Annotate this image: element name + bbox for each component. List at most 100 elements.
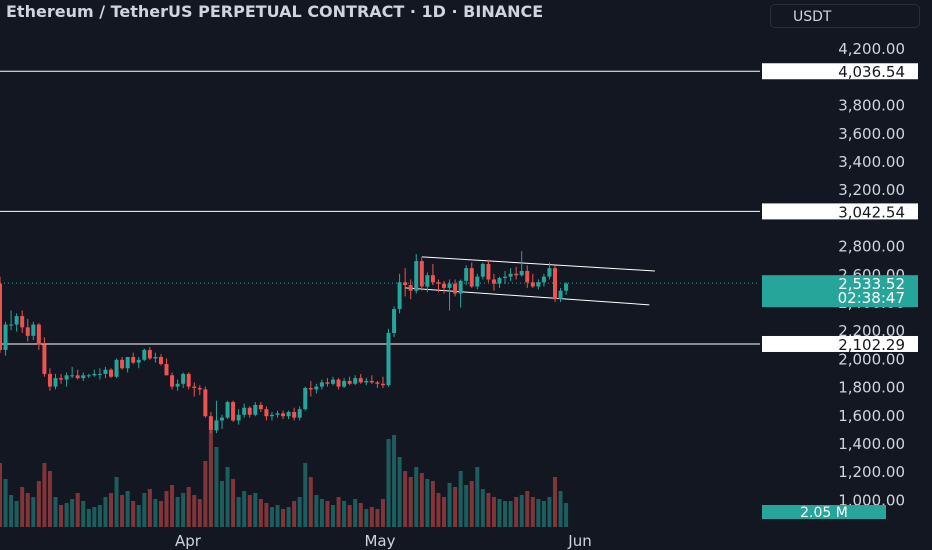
candle-body [192, 386, 197, 389]
candle-body [36, 324, 41, 345]
volume-bar [369, 507, 374, 527]
countdown-timer: 02:38:47 [838, 289, 905, 307]
volume-bar [536, 499, 541, 527]
candle-body [525, 270, 530, 283]
candle-body [269, 414, 274, 417]
candle [353, 375, 358, 386]
candle-body [114, 359, 119, 377]
candle [14, 313, 19, 332]
candle-body [408, 285, 413, 291]
candle-body [9, 324, 14, 326]
volume-bar [286, 507, 291, 527]
candle [97, 368, 102, 380]
channel-line-lower [405, 287, 650, 306]
candle [0, 276, 2, 353]
candle [42, 337, 47, 377]
current-price-value: 2,533.52 [838, 275, 905, 293]
volume-bar [353, 499, 358, 527]
candle [197, 385, 202, 396]
candle-body [514, 273, 519, 276]
candle-body [47, 373, 52, 387]
candle-body [59, 378, 64, 380]
candle [109, 368, 113, 379]
candle-body [197, 388, 202, 390]
candle-body [336, 379, 341, 387]
candle-body [170, 375, 175, 387]
volume-bar [208, 431, 213, 527]
candle-body [530, 282, 535, 287]
candle [558, 287, 563, 302]
volume-bars [0, 431, 569, 527]
volume-bar [530, 497, 535, 527]
candle-body [486, 263, 491, 280]
candle [3, 321, 8, 356]
volume-bar [336, 497, 341, 527]
volume-bar [480, 489, 485, 527]
volume-bar [442, 497, 446, 527]
candle-body [31, 324, 36, 336]
candle-body [275, 413, 280, 415]
candle-body [458, 280, 463, 294]
candle [325, 378, 330, 387]
volume-bar [447, 483, 452, 527]
candle-body [519, 270, 524, 276]
candle [20, 310, 25, 334]
candle-body [92, 373, 97, 376]
volume-bar [253, 493, 258, 527]
candle [442, 280, 446, 294]
candle [264, 406, 269, 421]
candle [547, 262, 552, 280]
candle-body [325, 382, 330, 384]
candle [314, 383, 319, 394]
candle [53, 373, 58, 390]
candle-body [70, 375, 75, 377]
candle-body [109, 369, 113, 377]
candle [31, 321, 36, 341]
volume-label-text: 2.05 M [800, 505, 848, 521]
candle [164, 358, 169, 376]
time-axis: Apr May Jun [175, 532, 592, 550]
price-tick-label: 3,200.00 [838, 181, 905, 199]
candle-body [375, 382, 380, 384]
volume-bar [258, 499, 263, 527]
candle [508, 268, 513, 281]
candle-body [564, 283, 569, 291]
price-tick-label: 3,400.00 [838, 153, 905, 171]
volume-bar [153, 499, 158, 527]
current-price-box [762, 275, 918, 308]
volume-bar [425, 479, 430, 527]
volume-bar [397, 457, 402, 527]
candle-body [208, 416, 213, 431]
candle-body [536, 282, 541, 287]
candle-body [14, 316, 19, 325]
volume-bar [392, 435, 397, 527]
currency-selector[interactable]: USDT [770, 4, 920, 28]
candle [486, 259, 491, 283]
level-label: 4,036.54 [762, 63, 918, 81]
candle [358, 373, 363, 384]
volume-bar [242, 491, 247, 527]
candle-body [158, 356, 163, 365]
price-tick-label: 1,000.00 [838, 491, 905, 509]
candle-body [97, 373, 102, 375]
candle [81, 372, 86, 381]
price-tick-label: 2,000.00 [838, 350, 905, 368]
candle [475, 273, 480, 290]
candle-body [120, 359, 125, 369]
volume-bar [136, 505, 141, 527]
volume-bar [220, 481, 224, 527]
candle-body [453, 283, 458, 294]
candle [386, 328, 391, 387]
chart-title: Ethereum / TetherUS PERPETUAL CONTRACT ·… [6, 2, 544, 21]
candle [114, 358, 119, 379]
volume-bar [403, 471, 408, 527]
candle [430, 263, 435, 286]
candle [375, 380, 380, 389]
level-label-text: 2,102.29 [838, 336, 905, 354]
volume-bar [514, 497, 519, 527]
candle-body [142, 349, 147, 360]
candle-body [331, 379, 335, 384]
volume-bar [269, 507, 274, 527]
candle-body [547, 268, 552, 277]
